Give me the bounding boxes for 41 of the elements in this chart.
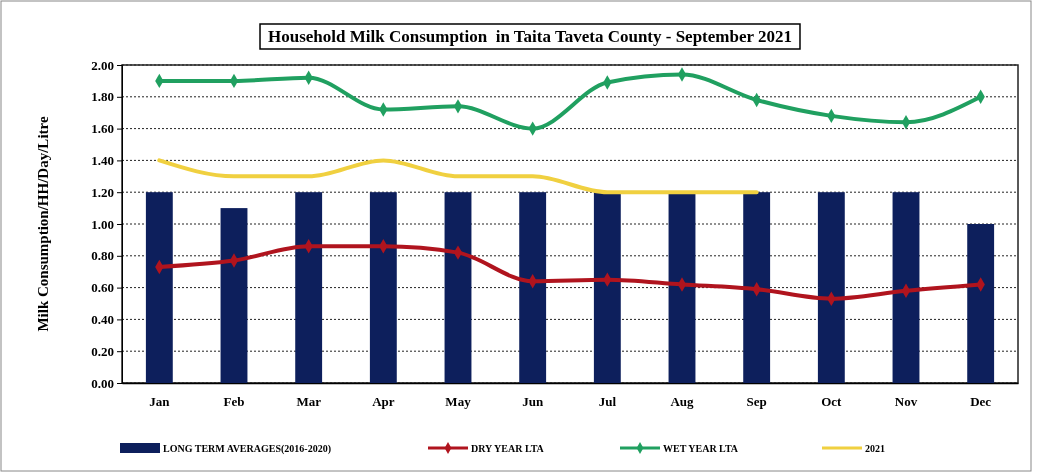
bar [295,192,323,383]
y-tick-label: 1.60 [91,121,114,137]
y-tick-label: 0.20 [91,343,114,359]
y-tick-label: 0.40 [91,312,114,328]
y-tick-label: 2.00 [91,57,114,73]
x-tick-label: Aug [670,394,695,410]
x-tick-label: Oct [821,394,843,410]
x-tick-label: Jun [522,394,544,410]
bar [967,224,995,383]
legend-label: LONG TERM AVERAGES(2016-2020) [163,443,331,455]
bar [444,192,472,383]
legend-label: WET YEAR LTA [663,443,739,454]
x-tick-label: Jul [598,394,617,410]
y-tick-label: 1.00 [91,216,114,232]
bar [817,192,845,383]
y-tick-label: 1.80 [91,89,114,105]
bar [743,192,771,383]
bar [220,208,248,383]
y-tick-label: 1.40 [91,153,114,169]
y-axis-title: Milk Consumption/HH/Day/Litre [35,116,51,332]
chart-title: Household Milk Consumption in Taita Taveta County - September 2021 [268,27,792,46]
legend-label: 2021 [865,443,885,454]
y-tick-label: 0.60 [91,280,114,296]
y-tick-label: 0.00 [91,375,114,391]
x-tick-label: Dec [970,394,992,410]
y-tick-label: 0.80 [91,248,114,264]
x-tick-label: Sep [746,394,767,410]
legend-label: DRY YEAR LTA [471,443,545,454]
bar [145,192,173,383]
bar [892,192,920,383]
x-tick-label: Jan [149,394,171,410]
bar [668,192,696,383]
x-tick-label: May [445,394,472,410]
x-tick-label: Apr [372,394,395,410]
x-tick-label: Mar [296,394,322,410]
bar [369,192,397,383]
y-tick-label: 1.20 [91,184,114,200]
x-tick-label: Feb [223,394,245,410]
bar [519,192,547,383]
bar [593,192,621,383]
x-tick-label: Nov [894,394,918,410]
